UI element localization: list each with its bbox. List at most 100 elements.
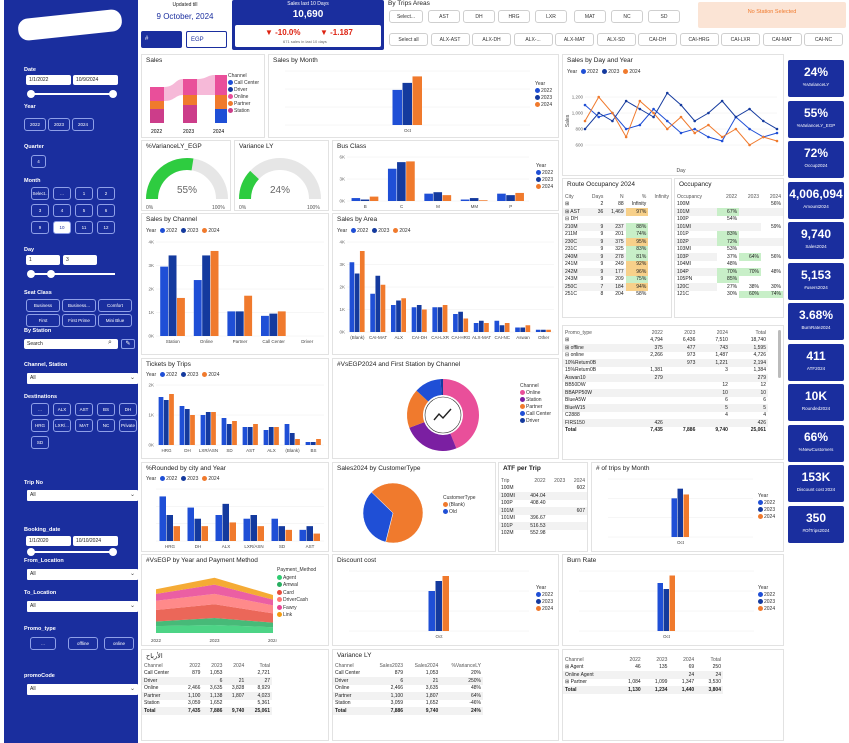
month-button[interactable]: 5 <box>75 204 93 217</box>
table-header-cell[interactable]: 2023 <box>747 193 760 200</box>
booking-from-input[interactable]: 1/1/2020 <box>26 536 71 546</box>
table-header-cell[interactable]: Trip <box>501 477 510 484</box>
table-row[interactable]: 101MI 59% <box>675 223 783 231</box>
table-row[interactable]: 100P 408.40 <box>499 500 587 508</box>
table-header-cell[interactable]: 2024 <box>573 477 585 484</box>
area-button[interactable]: CAI-NC <box>804 33 843 46</box>
table-header-cell[interactable]: 2022 <box>651 329 663 336</box>
table-row[interactable]: Call Center 879 1,053 2,721 <box>142 670 272 678</box>
area-button[interactable]: CAI-DH <box>638 33 677 46</box>
table-header-cell[interactable]: Channel <box>335 662 354 669</box>
table-row[interactable]: Call Center 879 1,053 20% <box>333 670 483 678</box>
table-row[interactable]: ⊞ offline 375 477 743 1,595 <box>563 344 768 352</box>
table-row[interactable]: 101M 607 <box>499 507 587 515</box>
table-row[interactable]: 242M 9 177 96% <box>563 268 671 276</box>
area-button[interactable]: CAI-MAT <box>762 33 802 46</box>
table-row[interactable]: Total 7,886 9,740 24% <box>333 707 483 715</box>
table-row[interactable]: 100MI 404.04 <box>499 492 587 500</box>
table-header-cell[interactable]: % <box>641 193 647 200</box>
month-button[interactable]: 11 <box>75 221 93 234</box>
seat-comfort-button[interactable]: Comfort <box>98 299 132 312</box>
trip-no-dropdown[interactable]: All ⌄ <box>27 490 138 501</box>
table-row[interactable]: Aswan10 279 279 <box>563 374 768 382</box>
table-header-cell[interactable]: Sales2023 <box>379 662 404 669</box>
table-header-cell[interactable]: Sales2024 <box>414 662 439 669</box>
destination-button[interactable]: AST <box>75 403 93 416</box>
table-row[interactable]: 243M 9 209 75% <box>563 275 671 283</box>
table-row[interactable]: 104P 70% 70% 48% <box>675 268 783 276</box>
table-row[interactable]: 231C 9 325 83% <box>563 245 671 253</box>
day-to-input[interactable]: 3 <box>63 255 97 265</box>
table-row[interactable]: Total 7,435 7,886 9,740 25,061 <box>142 707 272 715</box>
day-slider[interactable] <box>27 270 115 278</box>
table-row[interactable]: 102M 552.98 <box>499 530 587 538</box>
table-header-cell[interactable]: 2022 <box>189 662 201 669</box>
area-button[interactable]: CAI-LXR <box>721 33 760 46</box>
table-row[interactable]: Driver 6 21 27 <box>142 677 272 685</box>
table-header-cell[interactable]: 2023 <box>554 477 566 484</box>
seat-mini-blue-button[interactable]: Mini Blue <box>98 314 132 327</box>
month-button[interactable]: 3 <box>31 204 49 217</box>
month-button[interactable]: 9 <box>31 221 49 234</box>
table-header-cell[interactable]: 2022 <box>534 477 546 484</box>
month-button[interactable]: 6 <box>97 204 115 217</box>
destination-button[interactable]: HRG <box>31 419 49 432</box>
table-header-cell[interactable]: 2023 <box>211 662 223 669</box>
table-row[interactable]: 103MI 53% <box>675 245 783 253</box>
destination-button[interactable]: LXR/... <box>53 419 71 432</box>
date-slider[interactable] <box>27 90 117 98</box>
table-row[interactable]: BBAPP50W 10 10 <box>563 389 768 397</box>
table-row[interactable]: 100M 56% <box>675 200 783 208</box>
table-row[interactable]: Station 3,059 1,652 -46% <box>333 700 483 708</box>
table-row[interactable]: 211M 9 201 74% <box>563 230 671 238</box>
table-row[interactable]: ⊞ Partner 1,084 1,099 1,347 3,530 <box>563 679 723 687</box>
area-button[interactable]: ALX-DH <box>472 33 511 46</box>
table-row[interactable]: ⊞ 2 88 Infinity <box>563 201 671 209</box>
promocode-dropdown[interactable]: All ⌄ <box>27 684 138 695</box>
table-row[interactable]: 104MI 48% <box>675 260 783 268</box>
table-row[interactable]: 15%Return0B 1,381 3 1,384 <box>563 367 768 375</box>
year-2024-button[interactable]: 2024 <box>72 118 94 131</box>
promo-online-button[interactable]: online <box>104 637 134 650</box>
area-button[interactable]: MAT <box>574 10 606 23</box>
table-header-cell[interactable]: Total <box>710 656 721 663</box>
table-header-cell[interactable]: Promo_type <box>565 329 592 336</box>
date-to-input[interactable]: 10/9/2024 <box>73 75 118 85</box>
to-location-dropdown[interactable]: All ⌄ <box>27 601 138 612</box>
table-header-cell[interactable]: 2023 <box>656 656 668 663</box>
table-row[interactable]: Total 1,130 1,234 1,440 3,804 <box>563 686 723 694</box>
table-row[interactable]: 240M 9 278 81% <box>563 253 671 261</box>
destination-button[interactable]: MAT <box>75 419 93 432</box>
table-row[interactable]: Partner 1,100 1,138 1,807 4,023 <box>142 692 272 700</box>
table-header-cell[interactable]: Channel <box>144 662 163 669</box>
table-row[interactable]: BB50DW 12 12 <box>563 382 768 390</box>
table-header-cell[interactable]: Infinity <box>654 193 669 200</box>
promo-blank-button[interactable]: ... <box>30 637 56 650</box>
area-button[interactable]: LXR <box>535 10 567 23</box>
area-button[interactable]: DH <box>463 10 495 23</box>
year-2023-button[interactable]: 2023 <box>48 118 70 131</box>
table-row[interactable]: C2888 4 4 <box>563 412 768 420</box>
table-row[interactable]: 230C 9 375 95% <box>563 238 671 246</box>
table-header-cell[interactable]: 2024 <box>769 193 781 200</box>
destination-button[interactable]: BS <box>97 403 115 416</box>
table-row[interactable]: 120C 27% 38% 30% <box>675 283 783 291</box>
table-header-cell[interactable]: 2022 <box>725 193 738 200</box>
booking-to-input[interactable]: 10/10/2024 <box>73 536 118 546</box>
area-button[interactable]: ALX-AST <box>430 33 470 46</box>
table-row[interactable]: 10%Return0B 973 1,221 2,194 <box>563 359 768 367</box>
area-button[interactable]: ALX-SD <box>596 33 636 46</box>
month-button[interactable]: 10 <box>53 221 71 234</box>
destination-button[interactable]: DH <box>119 403 137 416</box>
seat-first-prime-button[interactable]: First Prime <box>62 314 96 327</box>
area-button[interactable]: ALX-... <box>513 33 553 46</box>
table-row[interactable]: BlueW15 5 5 <box>563 404 768 412</box>
day-from-input[interactable]: 1 <box>26 255 60 265</box>
promo-offline-button[interactable]: offline <box>68 637 98 650</box>
table-header-cell[interactable]: 2024 <box>233 662 245 669</box>
table-header-cell[interactable]: Total <box>755 329 766 336</box>
table-header-cell[interactable]: N <box>620 193 624 200</box>
booking-slider[interactable] <box>27 548 117 556</box>
area-button[interactable]: NC <box>611 10 643 23</box>
channel-station-dropdown[interactable]: All ⌄ <box>27 373 138 384</box>
